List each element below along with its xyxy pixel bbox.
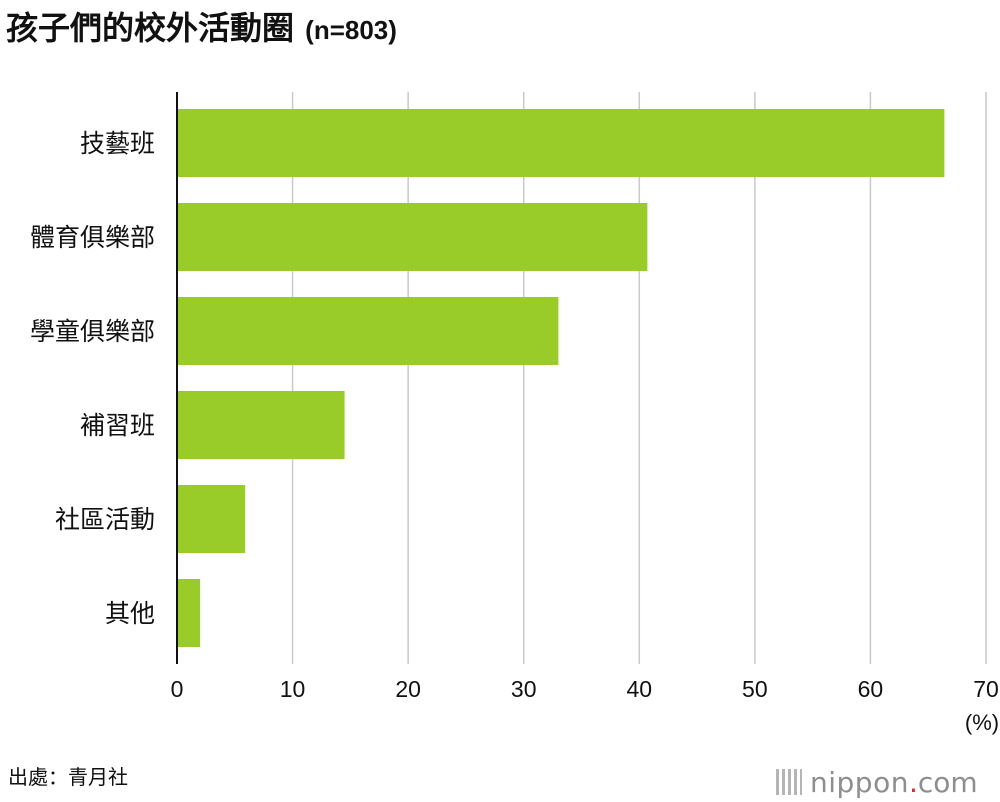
x-tick-label: 20 bbox=[395, 676, 421, 702]
category-label: 技藝班 bbox=[80, 129, 155, 158]
category-label: 補習班 bbox=[80, 411, 155, 440]
brand-dot: . bbox=[908, 765, 918, 799]
x-tick-label: 30 bbox=[511, 676, 537, 702]
chart-title: 孩子們的校外活動圈 (n=803) bbox=[6, 6, 397, 52]
source-note: 出處：青月社 bbox=[8, 765, 128, 789]
x-tick-label: 0 bbox=[171, 676, 184, 702]
bar bbox=[177, 391, 345, 459]
x-tick-label: 50 bbox=[742, 676, 768, 702]
brand-tld: com bbox=[917, 765, 978, 799]
category-label: 體育俱樂部 bbox=[30, 223, 155, 252]
brand-name: nippon bbox=[810, 765, 909, 799]
bar bbox=[177, 203, 648, 271]
bar bbox=[177, 579, 201, 647]
gridlines bbox=[291, 92, 987, 664]
x-tick-label: 40 bbox=[626, 676, 652, 702]
x-tick-label: 60 bbox=[858, 676, 884, 702]
barcode-lines-icon bbox=[776, 769, 802, 795]
bar bbox=[177, 485, 246, 553]
chart-title-text: 孩子們的校外活動圈 bbox=[6, 9, 295, 47]
x-unit-label: (%) bbox=[965, 710, 999, 735]
x-tick-label: 70 bbox=[973, 676, 999, 702]
x-tick-label: 10 bbox=[280, 676, 306, 702]
sample-size: (n=803) bbox=[305, 15, 397, 45]
brand-logo: nippon. com bbox=[776, 762, 978, 802]
bar bbox=[177, 109, 945, 177]
bar bbox=[177, 297, 559, 365]
category-label: 其他 bbox=[105, 599, 155, 628]
category-label: 社區活動 bbox=[55, 505, 155, 534]
x-tick-labels: 0 10 20 30 40 50 60 70 bbox=[171, 676, 999, 702]
bars bbox=[177, 109, 945, 647]
category-label: 學童俱樂部 bbox=[30, 317, 155, 346]
